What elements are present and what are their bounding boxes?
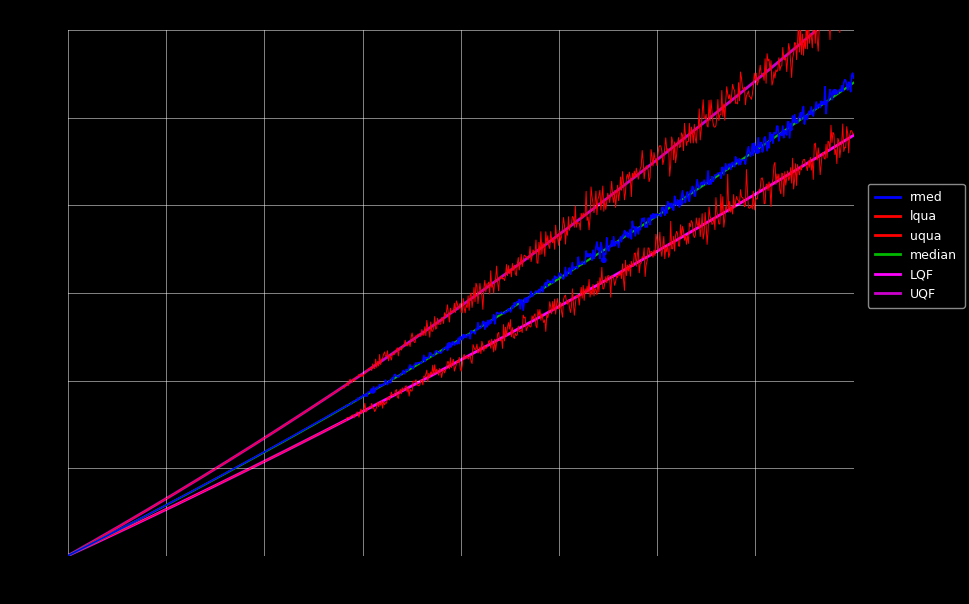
Point <box>441 340 456 350</box>
Legend: rmed, lqua, uqua, median, LQF, UQF: rmed, lqua, uqua, median, LQF, UQF <box>867 184 964 308</box>
Point <box>517 295 533 305</box>
Point <box>672 198 688 207</box>
Point <box>749 146 765 156</box>
Point <box>596 255 611 265</box>
Point <box>827 87 842 97</box>
Point <box>364 386 380 396</box>
